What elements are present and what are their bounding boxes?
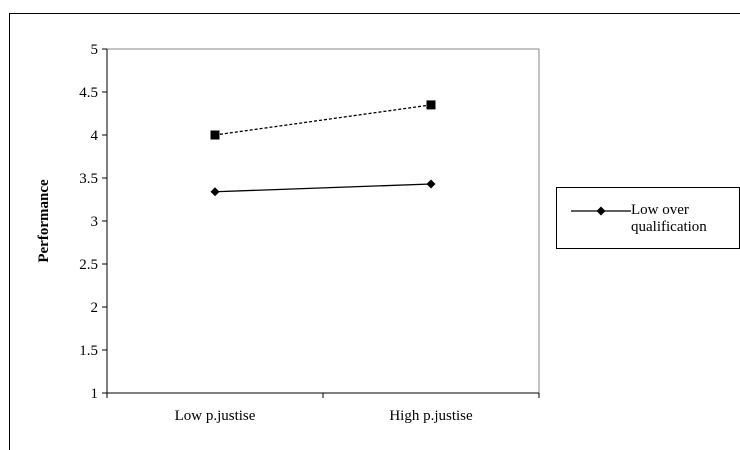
series-1: [210, 179, 436, 197]
y-tick-label: 3: [91, 214, 99, 230]
legend-swatch: [571, 206, 631, 216]
series-line-segment: [214, 104, 432, 136]
legend: Low over qualification: [556, 187, 740, 249]
y-tick-label: 1.5: [79, 343, 98, 359]
y-tick-label: 4: [91, 128, 99, 144]
diamond-marker: [426, 179, 436, 189]
plot-area: [106, 48, 540, 394]
diamond-marker: [210, 187, 220, 197]
legend-label-line-2: qualification: [631, 219, 707, 235]
plot-border: [106, 48, 540, 394]
x-axis: Low p.justise High p.justise: [106, 392, 540, 424]
y-tick-label: 5: [91, 42, 99, 58]
y-tick-label: 2: [91, 300, 99, 316]
y-tick-label: 3.5: [79, 171, 98, 187]
x-tick-label: Low p.justise: [175, 408, 256, 424]
series-line-segment: [214, 183, 432, 193]
y-axis: 1 1.5 2 2.5 3 3.5 4 4.5 5: [79, 42, 108, 402]
legend-entry-label: Low over qualification: [631, 202, 739, 236]
legend-label-line-1: Low over: [631, 202, 689, 218]
chart-frame: [9, 13, 740, 450]
y-tick-label: 4.5: [79, 85, 98, 101]
y-tick-label: 2.5: [79, 257, 98, 273]
series-2: [210, 100, 436, 140]
series-layer: [210, 100, 436, 197]
square-marker: [210, 130, 220, 140]
x-tick-label: High p.justise: [389, 408, 473, 424]
legend-diamond-marker: [596, 206, 606, 216]
y-axis-label: Performance: [36, 179, 52, 263]
square-marker: [426, 100, 436, 110]
y-tick-label: 1: [91, 386, 99, 402]
